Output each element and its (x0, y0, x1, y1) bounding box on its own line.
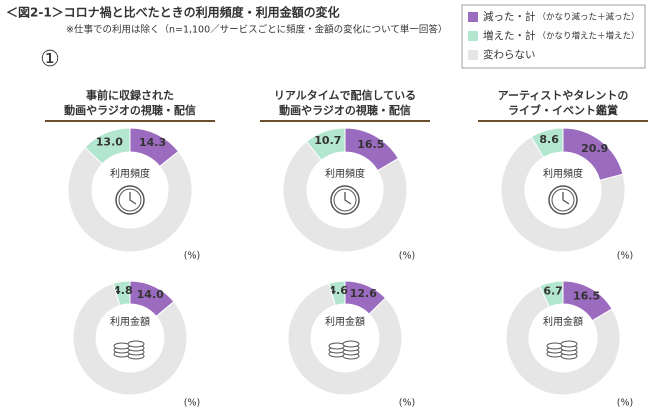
unit-label: (%) (399, 251, 415, 262)
donut-segment (67, 146, 193, 253)
unit-label: (%) (184, 251, 200, 262)
legend-label: 増えた・計 (483, 29, 536, 42)
column-header: アーティストやタレントの (498, 89, 629, 102)
legend-sublabel: （かなり減った＋減った） (538, 12, 640, 23)
legend-label: 減った・計 (483, 10, 536, 23)
unit-label: (%) (617, 251, 633, 262)
legend-label: 変わらない (483, 48, 536, 61)
center-label: 利用頻度 (325, 167, 365, 180)
value-label: 16.5 (357, 138, 384, 151)
center-label: 利用金額 (110, 315, 150, 328)
donut-segment (328, 280, 346, 307)
value-label: 13.0 (96, 135, 123, 148)
value-label: 14.0 (137, 288, 164, 301)
donut-segment (287, 282, 403, 396)
donut-segment (112, 280, 131, 307)
legend-swatch (468, 31, 478, 41)
column-header: リアルタイムで配信している (274, 88, 416, 102)
center-label: 利用頻度 (543, 167, 583, 180)
legend-sublabel: （かなり増えた＋増えた） (538, 31, 640, 42)
donut-segment (84, 127, 131, 165)
value-label: 10.7 (314, 134, 341, 147)
value-label: 4.8 (113, 284, 133, 297)
icon (333, 188, 357, 212)
icon (127, 340, 145, 348)
icon (562, 192, 570, 205)
unit-label: (%) (617, 398, 633, 409)
value-label: 12.6 (350, 287, 377, 300)
icon (118, 188, 142, 212)
center-label: 利用金額 (325, 315, 365, 328)
donut-segment (282, 140, 408, 253)
column-header: 事前に収録された (86, 88, 174, 102)
legend-swatch (468, 50, 478, 60)
legend-box (461, 4, 646, 69)
donut-segment (500, 136, 626, 253)
legend-swatch (468, 12, 478, 22)
icon (129, 192, 137, 205)
donut-segment (505, 285, 621, 396)
unit-label: (%) (399, 398, 415, 409)
value-label: 20.9 (581, 142, 608, 155)
donut-segment (72, 282, 188, 396)
center-label: 利用金額 (543, 315, 583, 328)
note: ※仕事での利用は除く（n=1,100／サービスごとに頻度・金額の変化について単一… (66, 24, 447, 36)
icon (551, 188, 575, 212)
value-label: 16.5 (573, 290, 600, 303)
donut-segment (539, 280, 564, 308)
column-header: 動画やラジオの視聴・配信 (279, 103, 411, 117)
value-label: 8.6 (539, 133, 559, 146)
unit-label: (%) (184, 398, 200, 409)
donut-segment (305, 127, 346, 161)
value-label: 4.6 (328, 284, 348, 297)
value-label: 14.3 (139, 136, 166, 149)
panel-label: ① (40, 47, 60, 72)
icon (560, 340, 578, 348)
column-header: 動画やラジオの視聴・配信 (64, 103, 196, 117)
value-label: 6.7 (543, 285, 563, 298)
center-label: 利用頻度 (110, 167, 150, 180)
column-header: ライブ・イベント鑑賞 (508, 103, 618, 117)
icon (342, 340, 360, 348)
title: ＜図2-1＞コロナ禍と比べたときの利用頻度・利用金額の変化 (6, 5, 340, 20)
icon (344, 192, 352, 205)
